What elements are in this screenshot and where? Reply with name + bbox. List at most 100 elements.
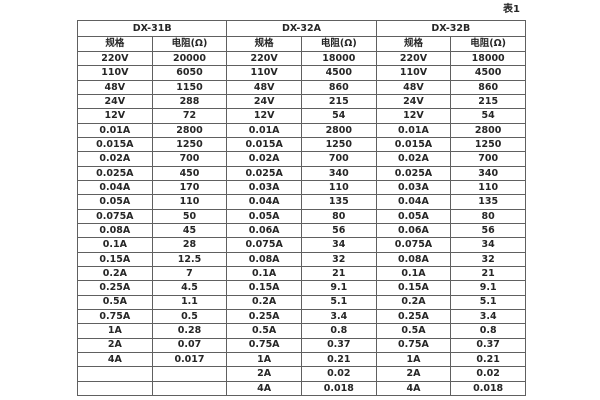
spec-cell: 0.2A (375, 294, 452, 310)
spec-header: 规格 (77, 36, 153, 52)
spec-cell: 0.75A (77, 308, 153, 325)
resistance-cell: 0.21 (300, 351, 377, 368)
table-row: 0.025A 450 0.025A 340 0.025A 340 (77, 165, 526, 181)
spec-cell: 0.75A (375, 337, 452, 353)
spec-cell: 12V (77, 108, 153, 124)
spec-cell: 48V (77, 79, 153, 95)
spec-cell: 4A (226, 380, 302, 397)
resistance-cell: 1.1 (151, 294, 228, 310)
spec-cell: 0.15A (375, 280, 452, 296)
resistance-cell: 700 (300, 151, 377, 167)
spec-cell: 0.75A (226, 337, 302, 353)
spec-cell: 0.06A (226, 222, 302, 239)
spec-cell: 0.5A (375, 323, 452, 339)
resistance-cell (151, 366, 228, 382)
resistance-cell: 0.21 (450, 351, 526, 368)
table-row: 2A 0.02 2A 0.02 (77, 366, 526, 382)
resistance-cell: 9.1 (300, 280, 377, 296)
spec-cell: 0.025A (375, 165, 452, 181)
spec-cell: 1A (226, 351, 302, 368)
spec-cell: 1A (77, 323, 153, 339)
spec-cell: 0.1A (375, 265, 452, 282)
resistance-cell: 1250 (300, 136, 377, 153)
spec-cell: 110V (226, 65, 302, 81)
resistance-cell: 340 (300, 165, 377, 181)
resistance-cell: 4.5 (151, 280, 228, 296)
resistance-cell: 0.07 (151, 337, 228, 353)
spec-cell: 0.01A (77, 122, 153, 138)
table-row: 4A 0.017 1A 0.21 1A 0.21 (77, 351, 526, 368)
resistance-cell: 80 (450, 208, 526, 224)
spec-cell: 0.06A (375, 222, 452, 239)
resistance-header: 电阻(Ω) (151, 36, 228, 52)
spec-cell: 0.04A (77, 179, 153, 196)
resistance-cell: 3.4 (450, 308, 526, 325)
group-header-dx-31b: DX-31B (76, 20, 228, 37)
spec-cell: 0.025A (226, 165, 302, 181)
spec-cell: 0.08A (77, 222, 153, 239)
spec-cell: 0.08A (226, 251, 302, 267)
resistance-cell: 3.4 (300, 308, 377, 325)
resistance-cell: 700 (151, 151, 228, 167)
spec-cell: 4A (77, 351, 153, 368)
resistance-cell: 110 (151, 194, 228, 210)
resistance-cell: 0.8 (300, 323, 377, 339)
resistance-cell: 0.017 (151, 351, 228, 368)
resistance-spec-table: DX-31B DX-32A DX-32B 规格 电阻(Ω) 规格 电阻(Ω) 规格 电阻(Ω)… (76, 20, 527, 397)
resistance-cell: 4500 (300, 65, 377, 81)
resistance-cell: 54 (300, 108, 377, 124)
group-header-dx-32a: DX-32A (226, 20, 377, 37)
resistance-cell: 110 (300, 179, 377, 196)
spec-cell: 2A (226, 366, 302, 382)
resistance-cell: 21 (300, 265, 377, 282)
spec-cell: 0.01A (375, 122, 452, 138)
spec-cell: 0.04A (226, 194, 302, 210)
resistance-cell: 2800 (450, 122, 526, 138)
table-row: 12V 72 12V 54 12V 54 (77, 108, 526, 124)
spec-cell: 12V (375, 108, 452, 124)
spec-cell: 0.25A (226, 308, 302, 325)
resistance-cell: 2800 (300, 122, 377, 138)
table-body: 220V 20000 220V 18000 220V 18000 110V 6050 110V 4… (77, 50, 526, 397)
resistance-cell: 110 (450, 179, 526, 196)
spec-cell: 0.01A (226, 122, 302, 138)
resistance-cell: 12.5 (151, 251, 228, 267)
spec-cell: 0.2A (226, 294, 302, 310)
resistance-cell: 0.28 (151, 323, 228, 339)
resistance-cell: 0.018 (450, 380, 526, 397)
spec-cell: 0.2A (77, 265, 153, 282)
resistance-cell: 0.02 (300, 366, 377, 382)
resistance-cell: 2800 (151, 122, 228, 138)
spec-cell: 0.1A (77, 237, 153, 253)
resistance-cell: 72 (151, 108, 228, 124)
resistance-cell: 50 (151, 208, 228, 224)
spec-cell: 220V (77, 50, 153, 67)
spec-cell: 110V (375, 65, 452, 81)
resistance-cell: 860 (450, 79, 526, 95)
spec-cell: 0.5A (226, 323, 302, 339)
table-row: 0.02A 700 0.02A 700 0.02A 700 (77, 151, 526, 167)
spec-cell: 24V (226, 93, 302, 110)
spec-header: 规格 (375, 36, 452, 52)
resistance-cell: 7 (151, 265, 228, 282)
spec-cell: 0.02A (226, 151, 302, 167)
spec-cell: 0.15A (77, 251, 153, 267)
resistance-cell: 20000 (151, 50, 228, 67)
spec-cell: 4A (375, 380, 452, 397)
table-row: 0.01A 2800 0.01A 2800 0.01A 2800 (77, 122, 526, 138)
resistance-cell: 0.5 (151, 308, 228, 325)
resistance-cell: 4500 (450, 65, 526, 81)
spec-cell: 24V (77, 93, 153, 110)
table-row: 0.075A 50 0.05A 80 0.05A 80 (77, 208, 526, 224)
resistance-cell: 1250 (450, 136, 526, 153)
spec-cell: 0.015A (226, 136, 302, 153)
spec-cell: 48V (226, 79, 302, 95)
resistance-cell: 56 (450, 222, 526, 239)
spec-cell: 0.15A (226, 280, 302, 296)
spec-cell: 0.015A (375, 136, 452, 153)
spec-cell: 0.5A (77, 294, 153, 310)
spec-cell: 2A (375, 366, 452, 382)
table-row: 110V 6050 110V 4500 110V 4500 (77, 65, 526, 81)
resistance-cell: 215 (450, 93, 526, 110)
spec-cell: 0.02A (77, 151, 153, 167)
